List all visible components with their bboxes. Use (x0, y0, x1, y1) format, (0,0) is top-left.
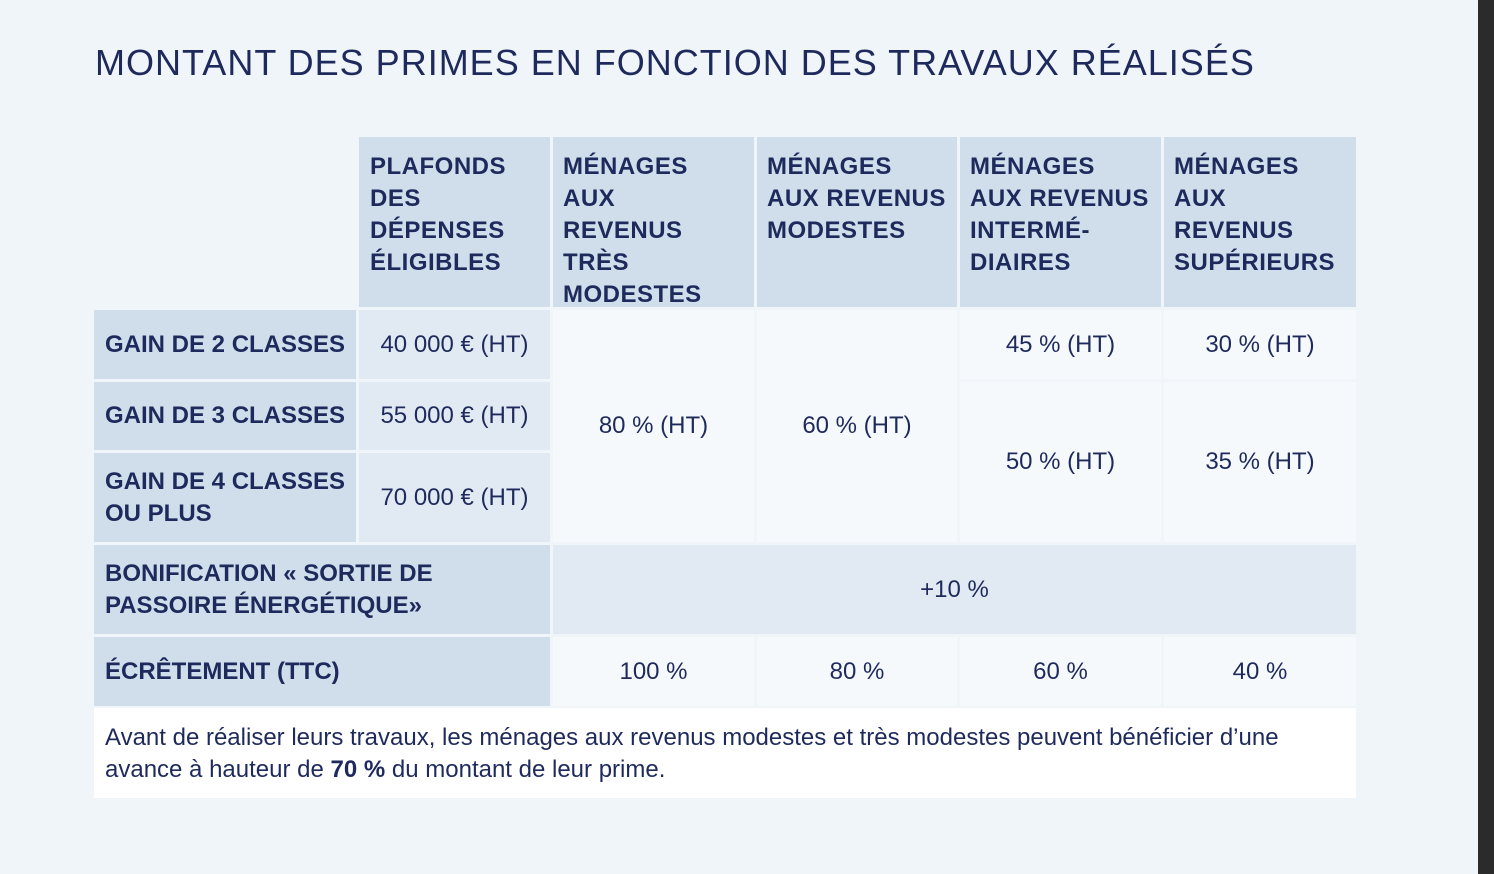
row-header-gain-2: GAIN DE 2 CLASSES (94, 310, 356, 379)
col-header-line: ÉLIGIBLES (370, 249, 502, 276)
col-header-line: MÉNAGES AUX (563, 153, 688, 212)
page-title: MONTANT DES PRIMES EN FONCTION DES TRAVA… (95, 42, 1255, 83)
col-header-tres-modestes: MÉNAGES AUX REVENUS TRÈS MODESTES (553, 137, 754, 308)
col-header-line: SUPÉRIEURS (1174, 249, 1336, 276)
ecretement-tres-modestes: 100 % (553, 637, 754, 706)
col-header-modestes: MÉNAGES AUX REVENUS MODESTES (757, 137, 957, 307)
col-header-line: DES (370, 185, 421, 212)
row-header-gain-4: GAIN DE 4 CLASSES OU PLUS (94, 453, 356, 542)
rate-superieurs-gain-3-4: 35 % (HT) (1164, 382, 1356, 542)
row-header-line: BONIFICATION « SORTIE DE (105, 559, 433, 587)
col-header-superieurs: MÉNAGES AUX REVENUS SUPÉRIEURS (1164, 137, 1356, 307)
advance-note: Avant de réaliser leurs travaux, les mén… (94, 708, 1356, 798)
col-header-line: INTERMÉ- (970, 217, 1090, 244)
col-header-plafonds: PLAFONDS DES DÉPENSES ÉLIGIBLES (359, 137, 550, 307)
rate-tres-modestes: 80 % (HT) (553, 310, 754, 542)
note-text: Avant de réaliser leurs travaux, les mén… (105, 724, 1279, 783)
note-highlight: 70 % (330, 756, 386, 783)
col-header-line: REVENUS TRÈS (563, 217, 683, 276)
row-header-line: PASSOIRE ÉNERGÉTIQUE» (105, 591, 422, 619)
col-header-line: MÉNAGES (1174, 153, 1299, 180)
col-header-line: AUX (1174, 185, 1227, 212)
row-header-gain-3: GAIN DE 3 CLASSES (94, 382, 356, 450)
ecretement-intermediaires: 60 % (960, 637, 1161, 706)
col-header-line: DÉPENSES (370, 217, 505, 244)
plafond-gain-3: 55 000 € (HT) (359, 382, 550, 450)
row-header-bonification: BONIFICATION « SORTIE DE PASSOIRE ÉNERGÉ… (94, 545, 550, 634)
window-edge (1478, 0, 1494, 874)
rate-intermediaires-gain-2: 45 % (HT) (960, 310, 1161, 379)
col-header-line: AUX REVENUS (767, 185, 946, 212)
bonification-value: +10 % (553, 545, 1356, 634)
col-header-line: PLAFONDS (370, 153, 506, 180)
row-header-ecretement: ÉCRÊTEMENT (TTC) (94, 637, 550, 706)
col-header-line: MÉNAGES (970, 153, 1095, 180)
col-header-line: DIAIRES (970, 249, 1071, 276)
plafond-gain-2: 40 000 € (HT) (359, 310, 550, 379)
ecretement-modestes: 80 % (757, 637, 957, 706)
rate-intermediaires-gain-3-4: 50 % (HT) (960, 382, 1161, 542)
col-header-line: MODESTES (563, 281, 702, 308)
ecretement-superieurs: 40 % (1164, 637, 1356, 706)
note-text-end: du montant de leur prime. (385, 756, 666, 783)
rate-modestes: 60 % (HT) (757, 310, 957, 542)
rate-superieurs-gain-2: 30 % (HT) (1164, 310, 1356, 379)
col-header-line: AUX REVENUS (970, 185, 1149, 212)
col-header-line: MODESTES (767, 217, 906, 244)
col-header-intermediaires: MÉNAGES AUX REVENUS INTERMÉ- DIAIRES (960, 137, 1161, 307)
col-header-line: MÉNAGES (767, 153, 892, 180)
row-header-line: OU PLUS (105, 499, 212, 527)
plafond-gain-4: 70 000 € (HT) (359, 453, 550, 542)
col-header-line: REVENUS (1174, 217, 1294, 244)
row-header-line: GAIN DE 4 CLASSES (105, 467, 346, 495)
